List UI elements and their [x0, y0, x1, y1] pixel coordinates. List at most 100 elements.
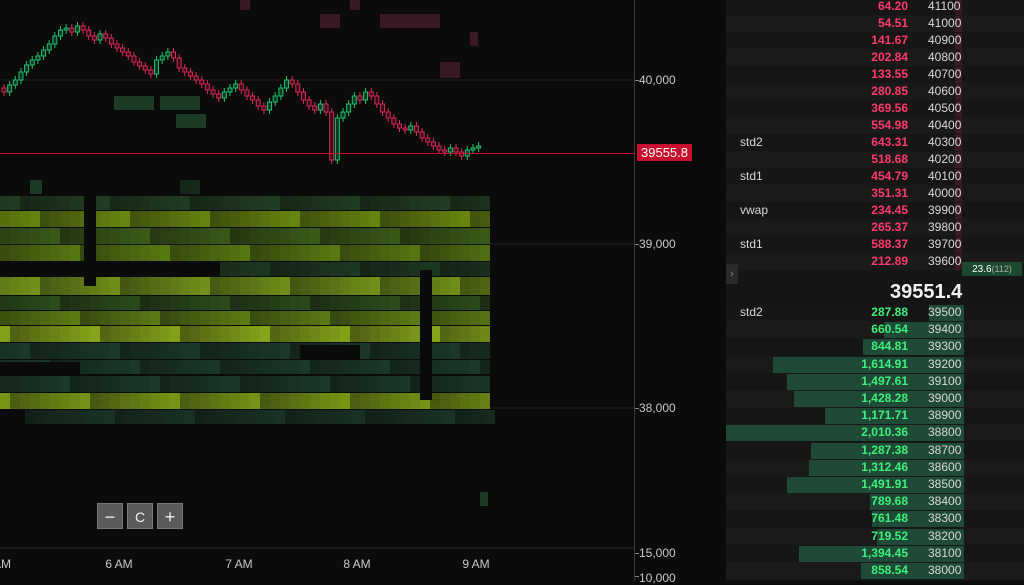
bid-price: 39300 [928, 339, 962, 354]
heatmap-cell [220, 311, 230, 325]
ask-row[interactable]: 212.89 39600 [726, 253, 1024, 270]
chart-canvas[interactable] [0, 0, 634, 581]
bid-row[interactable]: 660.54 39400 [726, 321, 1024, 339]
heatmap-cell [460, 360, 470, 374]
candle-body [323, 103, 329, 113]
ask-row[interactable]: std2 643.31 40300 [726, 134, 1024, 151]
bid-price: 38100 [928, 545, 962, 560]
heatmap-cell [320, 211, 330, 227]
heatmap-cell [160, 228, 170, 244]
heatmap-cell [160, 296, 170, 310]
heatmap-cell [330, 211, 340, 227]
ask-volume: 54.51 [877, 16, 908, 30]
bid-row[interactable]: 1,171.71 38900 [726, 407, 1024, 425]
zoom-in-button[interactable]: + [157, 503, 183, 529]
heatmap-cell [460, 311, 470, 325]
ask-row[interactable]: 518.68 40200 [726, 151, 1024, 168]
heatmap-cell [390, 245, 400, 261]
bid-row[interactable]: 2,010.36 38800 [726, 424, 1024, 442]
zoom-out-button[interactable]: − [97, 503, 123, 529]
price-axis[interactable]: 40,000 39,000 38,000 15,000 10,000 39555… [634, 0, 725, 585]
bid-row[interactable]: 1,614.91 39200 [726, 355, 1024, 373]
heatmap-cell [100, 211, 110, 227]
ask-row[interactable]: 54.51 41000 [726, 15, 1024, 32]
bid-row[interactable]: 1,428.28 39000 [726, 390, 1024, 407]
bid-row[interactable]: 1,287.38 38700 [726, 441, 1024, 459]
heatmap-cell [430, 360, 440, 374]
ask-row[interactable]: 141.67 40900 [726, 32, 1024, 49]
heatmap-cell [300, 393, 310, 409]
heatmap-cell [50, 296, 60, 310]
heatmap-cell [100, 393, 110, 409]
heatmap-cell [150, 211, 160, 227]
heatmap-cell [230, 376, 240, 392]
bid-row[interactable]: 858.54 38000 [726, 562, 1024, 579]
ask-row[interactable]: std1 588.37 39700 [726, 236, 1024, 253]
ask-row[interactable]: 369.56 40500 [726, 100, 1024, 117]
bid-row[interactable]: 1,497.61 39100 [726, 372, 1024, 390]
heatmap-cell [455, 410, 465, 424]
ask-row[interactable]: 280.85 40600 [726, 83, 1024, 100]
heatmap-cell [190, 228, 200, 244]
heatmap-cell [20, 326, 30, 342]
ask-row[interactable]: 265.37 39800 [726, 219, 1024, 236]
ask-volume: 64.20 [877, 0, 908, 13]
heatmap-cell [0, 326, 10, 342]
heatmap-cell [160, 343, 170, 359]
heatmap-cell [95, 410, 105, 424]
ask-row[interactable]: 64.20 41100 [726, 0, 1024, 15]
bid-row[interactable]: 1,312.46 38600 [726, 458, 1024, 476]
heatmap-cell [480, 211, 490, 227]
bid-row[interactable]: 844.81 39300 [726, 338, 1024, 356]
heatmap-cell [310, 196, 320, 210]
heatmap-cell [215, 410, 225, 424]
ask-row[interactable]: 202.84 40800 [726, 49, 1024, 66]
heatmap-cell [200, 376, 210, 392]
heatmap-cell [470, 211, 480, 227]
order-book[interactable]: 64.20 41100 54.51 41000 141.67 40900 202.84 408… [726, 0, 1024, 581]
bid-row[interactable]: 719.52 38200 [726, 527, 1024, 545]
heatmap-cell [140, 326, 150, 342]
ask-row[interactable]: 554.98 40400 [726, 117, 1024, 134]
y-tick [635, 576, 639, 577]
price-chart[interactable]: AM 6 AM 7 AM 8 AM 9 AM − C + [0, 0, 634, 581]
heatmap-cell [100, 326, 110, 342]
heatmap-cell [0, 296, 10, 310]
collapse-panel-icon[interactable]: › [726, 264, 738, 284]
bid-row[interactable]: std2 287.88 39500 [726, 304, 1024, 321]
candle-body [58, 29, 63, 37]
heatmap-cell [450, 262, 460, 276]
heatmap-cell [250, 196, 260, 210]
ask-row[interactable]: std1 454.79 40100 [726, 168, 1024, 185]
depth-bar-right [962, 339, 964, 356]
depth-bar [929, 305, 962, 321]
heatmap-cell [170, 393, 180, 409]
heatmap-cell [420, 196, 430, 210]
heatmap-cell [480, 262, 490, 276]
reset-zoom-button[interactable]: C [127, 503, 153, 529]
heatmap-cell [440, 296, 450, 310]
ask-row[interactable]: 133.55 40700 [726, 66, 1024, 83]
heatmap-cell [150, 296, 160, 310]
ask-row[interactable]: 351.31 40000 [726, 185, 1024, 202]
heatmap-cell [70, 376, 80, 392]
heatmap-cell [335, 410, 345, 424]
heatmap-cell [10, 343, 20, 359]
heatmap-cell [200, 211, 210, 227]
bid-row[interactable]: 761.48 38300 [726, 510, 1024, 528]
candle-body [470, 147, 476, 151]
ask-row[interactable]: vwap 234.45 39900 [726, 202, 1024, 219]
bid-price: 39500 [928, 305, 962, 319]
heatmap-cell [20, 196, 30, 210]
heatmap-cell [105, 410, 115, 424]
bid-row[interactable]: 1,394.45 38100 [726, 544, 1024, 562]
bid-row[interactable]: 1,491.91 38500 [726, 476, 1024, 493]
heatmap-cell [190, 311, 200, 325]
bid-volume: 1,428.28 [861, 391, 908, 405]
candle-body [86, 29, 92, 37]
heatmap-cell [240, 393, 250, 409]
bid-row[interactable]: 789.68 38400 [726, 493, 1024, 511]
heatmap-cell [340, 393, 350, 409]
heatmap-cell [350, 0, 360, 10]
heatmap-cell [20, 277, 30, 295]
